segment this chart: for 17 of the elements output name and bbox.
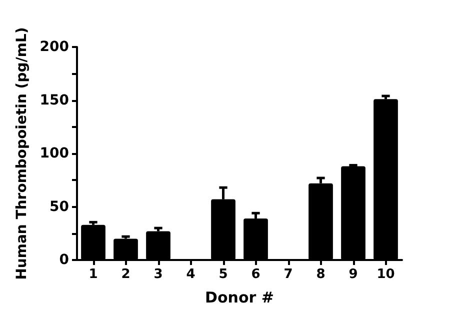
- y-tick-label: 0: [59, 252, 70, 268]
- y-tick-label: 150: [40, 92, 70, 108]
- x-tick-label: 3: [154, 267, 163, 282]
- x-axis-title: Donor #: [205, 288, 274, 306]
- x-tick-label: 6: [251, 267, 260, 282]
- x-tick-label: 1: [88, 267, 98, 282]
- x-tick-label: 2: [121, 267, 130, 282]
- y-tick-label: 200: [40, 39, 70, 55]
- y-axis-title: Human Thrombopoietin (pg/mL): [14, 27, 30, 280]
- y-tick-label: 100: [40, 146, 70, 162]
- x-tick-label: 7: [284, 267, 293, 282]
- x-tick-label: 5: [218, 267, 228, 282]
- x-tick-label: 10: [376, 267, 395, 282]
- x-tick-label: 9: [348, 267, 358, 282]
- x-tick-label: 8: [316, 267, 326, 282]
- y-tick-label: 50: [50, 198, 70, 215]
- x-tick-label: 4: [186, 267, 196, 282]
